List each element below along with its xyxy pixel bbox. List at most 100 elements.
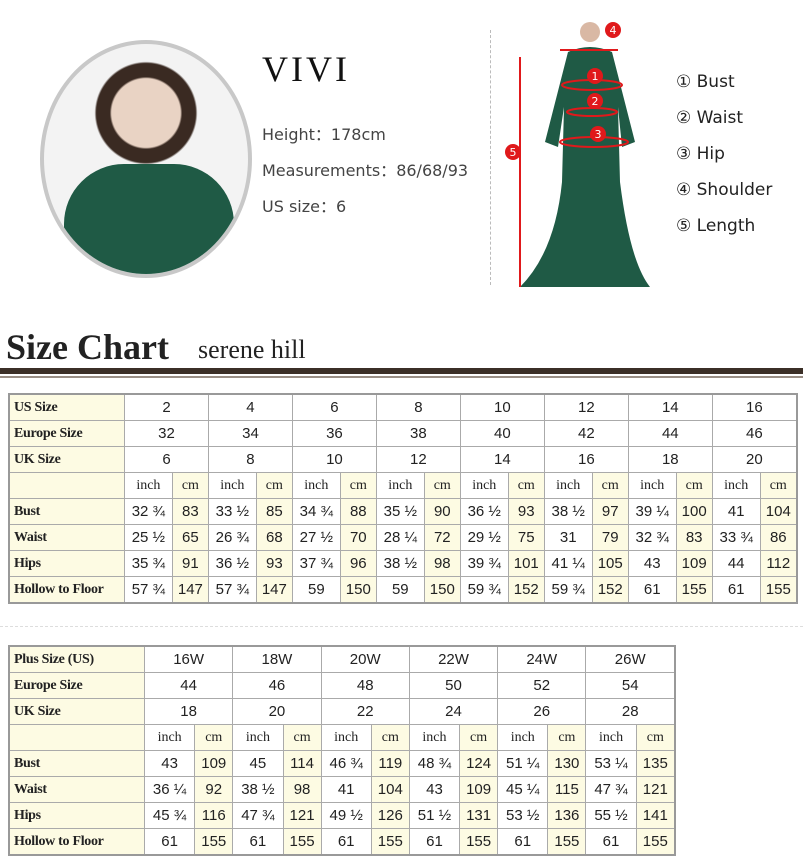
cm-cell: 155 xyxy=(459,828,499,856)
marker-1: 1 xyxy=(592,70,599,83)
size-cell: 46 xyxy=(232,672,322,699)
size-cell: 28 xyxy=(585,698,676,725)
inch-cell: 28 ¼ xyxy=(375,524,425,551)
inch-cell: 45 ¾ xyxy=(143,802,196,829)
inch-cell: 53 ¼ xyxy=(585,750,637,777)
size-cell: 32 xyxy=(124,420,209,447)
cm-cell: 86 xyxy=(759,524,798,551)
model-measurements: Measurements：86/68/93 xyxy=(262,157,468,181)
cm-cell: 109 xyxy=(194,750,234,777)
unit-inch: inch xyxy=(207,472,257,499)
inch-cell: 61 xyxy=(232,828,284,856)
cm-cell: 152 xyxy=(591,576,629,604)
inch-cell: 61 xyxy=(497,828,549,856)
row-label: Waist xyxy=(8,524,125,551)
size-cell: 42 xyxy=(543,420,629,447)
row-label: Plus Size (US) xyxy=(8,645,145,673)
inch-cell: 39 ¼ xyxy=(627,498,677,525)
cm-cell: 115 xyxy=(547,776,587,803)
cm-cell: 101 xyxy=(507,550,545,577)
model-dress xyxy=(64,164,234,274)
us-size-label: US size： xyxy=(262,197,336,216)
inch-cell: 26 ¾ xyxy=(207,524,257,551)
inch-cell: 55 ½ xyxy=(585,802,637,829)
size-cell: 14 xyxy=(627,393,713,421)
cm-cell: 98 xyxy=(282,776,322,803)
unit-inch: inch xyxy=(232,724,284,751)
unit-inch: inch xyxy=(291,472,341,499)
cm-cell: 96 xyxy=(339,550,377,577)
cm-cell: 72 xyxy=(423,524,461,551)
size-cell: 18 xyxy=(143,698,234,725)
unit-inch: inch xyxy=(497,724,549,751)
size-cell: 38 xyxy=(375,420,461,447)
inch-cell: 41 ¼ xyxy=(543,550,593,577)
cm-cell: 92 xyxy=(194,776,234,803)
unit-cm: cm xyxy=(370,724,410,751)
inch-cell: 57 ¾ xyxy=(207,576,257,604)
inch-cell: 32 ¾ xyxy=(627,524,677,551)
size-row: Europe Size 32 34 36 38 40 42 44 46 xyxy=(8,420,798,447)
unit-inch: inch xyxy=(320,724,372,751)
cm-cell: 109 xyxy=(675,550,713,577)
row-label: Bust xyxy=(8,750,145,777)
unit-cm: cm xyxy=(547,724,587,751)
marker-4: 4 xyxy=(610,24,617,37)
measurement-row: Waist 36 ¼ 92 38 ½ 98 41 104 43 109 45 ¼ 115 47 ¾ 12… xyxy=(8,776,676,803)
cm-cell: 155 xyxy=(194,828,234,856)
inch-cell: 39 ¾ xyxy=(459,550,509,577)
cm-cell: 130 xyxy=(547,750,587,777)
unit-inch: inch xyxy=(124,472,173,499)
inch-cell: 36 ¼ xyxy=(143,776,196,803)
measurement-row: Waist 25 ½ 65 26 ¾ 68 27 ½ 70 28 ¼ 72 29 ½ 75 31 79 3… xyxy=(8,524,798,551)
inch-cell: 61 xyxy=(320,828,372,856)
inch-cell: 59 ¾ xyxy=(459,576,509,604)
unit-cm: cm xyxy=(459,724,499,751)
size-cell: 22 xyxy=(320,698,410,725)
inch-cell: 35 ½ xyxy=(375,498,425,525)
cm-cell: 93 xyxy=(507,498,545,525)
row-label: Hips xyxy=(8,550,125,577)
height-value: 178cm xyxy=(330,125,386,144)
legend-length: ⑤ Length xyxy=(676,216,756,236)
cm-cell: 91 xyxy=(171,550,209,577)
inch-cell: 37 ¾ xyxy=(291,550,341,577)
marker-3: 3 xyxy=(595,128,602,141)
row-label xyxy=(8,472,125,499)
inch-cell: 41 xyxy=(320,776,372,803)
figure-dress xyxy=(520,47,650,287)
unit-cm: cm xyxy=(507,472,545,499)
size-cell: 2 xyxy=(124,393,209,421)
inch-cell: 51 ¼ xyxy=(497,750,549,777)
plus-size-table: Plus Size (US) 16W 18W 20W 22W 24W 26W Europe S… xyxy=(8,645,676,856)
inch-cell: 38 ½ xyxy=(375,550,425,577)
inch-cell: 61 xyxy=(585,828,637,856)
cm-cell: 93 xyxy=(255,550,293,577)
inch-cell: 57 ¾ xyxy=(124,576,173,604)
legend-hip: ③ Hip xyxy=(676,144,725,164)
cm-cell: 104 xyxy=(759,498,798,525)
unit-cm: cm xyxy=(171,472,209,499)
measurement-row: Bust 32 ¾ 83 33 ½ 85 34 ¾ 88 35 ½ 90 36 ½ 93 38 ½ 97… xyxy=(8,498,798,525)
inch-cell: 36 ½ xyxy=(459,498,509,525)
row-label: UK Size xyxy=(8,698,145,725)
inch-cell: 38 ½ xyxy=(232,776,284,803)
size-chart-title: Size Chart xyxy=(6,327,169,367)
unit-inch: inch xyxy=(585,724,637,751)
unit-cm: cm xyxy=(759,472,798,499)
standard-size-table: US Size 2 4 6 8 10 12 14 16 Europe Size 32 34 36 38 40… xyxy=(8,393,798,604)
title-rule xyxy=(0,368,803,374)
cm-cell: 126 xyxy=(370,802,410,829)
size-cell: 16 xyxy=(711,393,798,421)
cm-cell: 155 xyxy=(547,828,587,856)
inch-cell: 35 ¾ xyxy=(124,550,173,577)
inch-cell: 32 ¾ xyxy=(124,498,173,525)
inch-cell: 27 ½ xyxy=(291,524,341,551)
unit-cm: cm xyxy=(282,724,322,751)
size-cell: 20W xyxy=(320,645,410,673)
unit-inch: inch xyxy=(543,472,593,499)
size-cell: 46 xyxy=(711,420,798,447)
cm-cell: 70 xyxy=(339,524,377,551)
unit-cm: cm xyxy=(423,472,461,499)
cm-cell: 119 xyxy=(370,750,410,777)
